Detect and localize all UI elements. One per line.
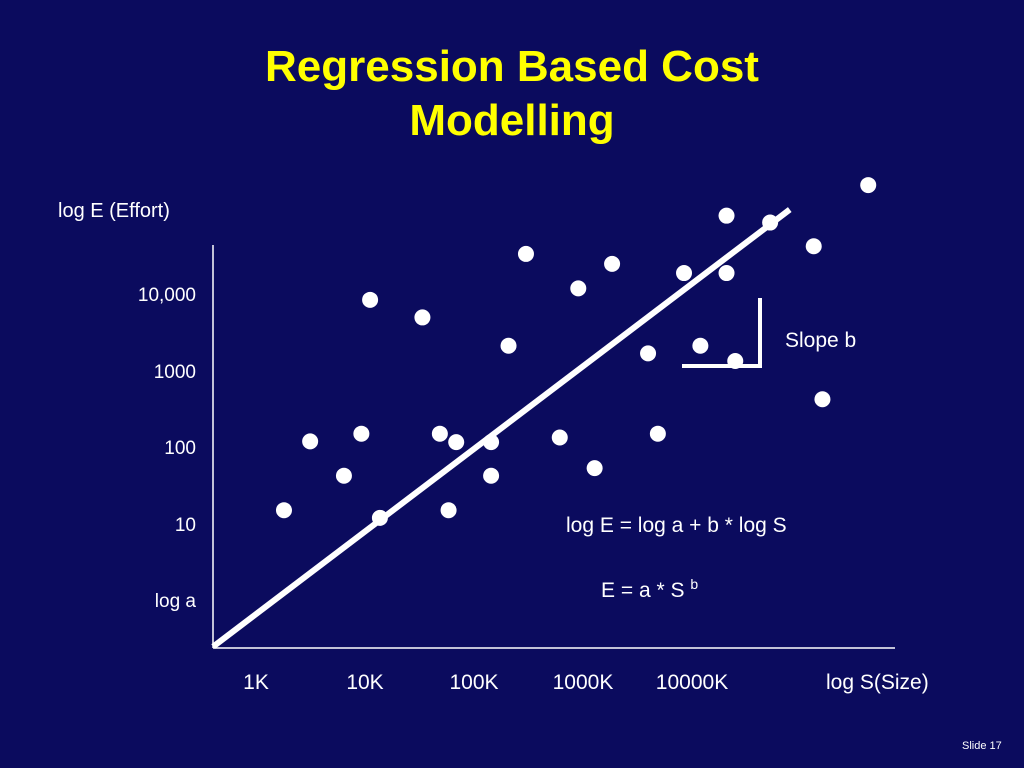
slope-label: Slope b: [785, 329, 857, 352]
data-point-13: [500, 337, 517, 354]
data-point-23: [718, 207, 735, 224]
data-point-4: [353, 425, 370, 442]
regression-equation-log: log E = log a + b * log S: [566, 514, 787, 537]
data-point-27: [805, 238, 822, 255]
x-tick-label-4: 1000K: [552, 671, 614, 694]
data-point-20: [649, 425, 666, 442]
x-tick-label-3: 100K: [449, 671, 499, 694]
data-point-22: [692, 337, 709, 354]
data-point-7: [414, 309, 431, 326]
data-point-3: [335, 467, 352, 484]
equation-base: E = a * S: [601, 579, 691, 602]
x-tick-label-1: 1K: [243, 671, 269, 694]
data-point-14: [517, 245, 534, 262]
slide-title-line-2: Modelling: [409, 96, 615, 145]
data-point-1: [275, 502, 292, 519]
data-point-18: [604, 255, 621, 272]
data-point-19: [640, 345, 657, 362]
data-point-2: [302, 433, 319, 450]
slide-number: Slide 17: [962, 740, 1002, 752]
data-point-10: [448, 434, 465, 451]
data-point-24: [718, 265, 735, 282]
data-point-29: [860, 177, 877, 194]
y-tick-label-1: log a: [154, 591, 196, 612]
data-point-15: [551, 429, 568, 446]
regression-line: [211, 207, 792, 650]
data-point-17: [586, 460, 603, 477]
y-tick-label-3: 100: [164, 438, 196, 459]
data-point-9: [440, 502, 457, 519]
data-point-21: [676, 265, 693, 282]
data-point-16: [570, 280, 587, 297]
y-tick-label-4: 1000: [153, 361, 196, 383]
equation-exponent: b: [690, 576, 699, 592]
x-axis-label: log S(Size): [826, 671, 929, 694]
data-point-5: [362, 291, 379, 308]
x-tick-label-2: 10K: [346, 671, 384, 694]
slide-title-line-1: Regression Based Cost: [265, 42, 759, 91]
data-point-11: [483, 467, 500, 484]
data-point-8: [431, 425, 448, 442]
y-axis-label: log E (Effort): [58, 200, 170, 222]
y-tick-label-2: 10: [174, 514, 196, 536]
slope-indicator: [682, 298, 762, 368]
y-tick-label-5: 10,000: [137, 285, 196, 306]
regression-equation-power: E = a * S b: [601, 576, 698, 603]
data-point-28: [814, 391, 831, 408]
x-tick-label-5: 10000K: [655, 671, 729, 694]
